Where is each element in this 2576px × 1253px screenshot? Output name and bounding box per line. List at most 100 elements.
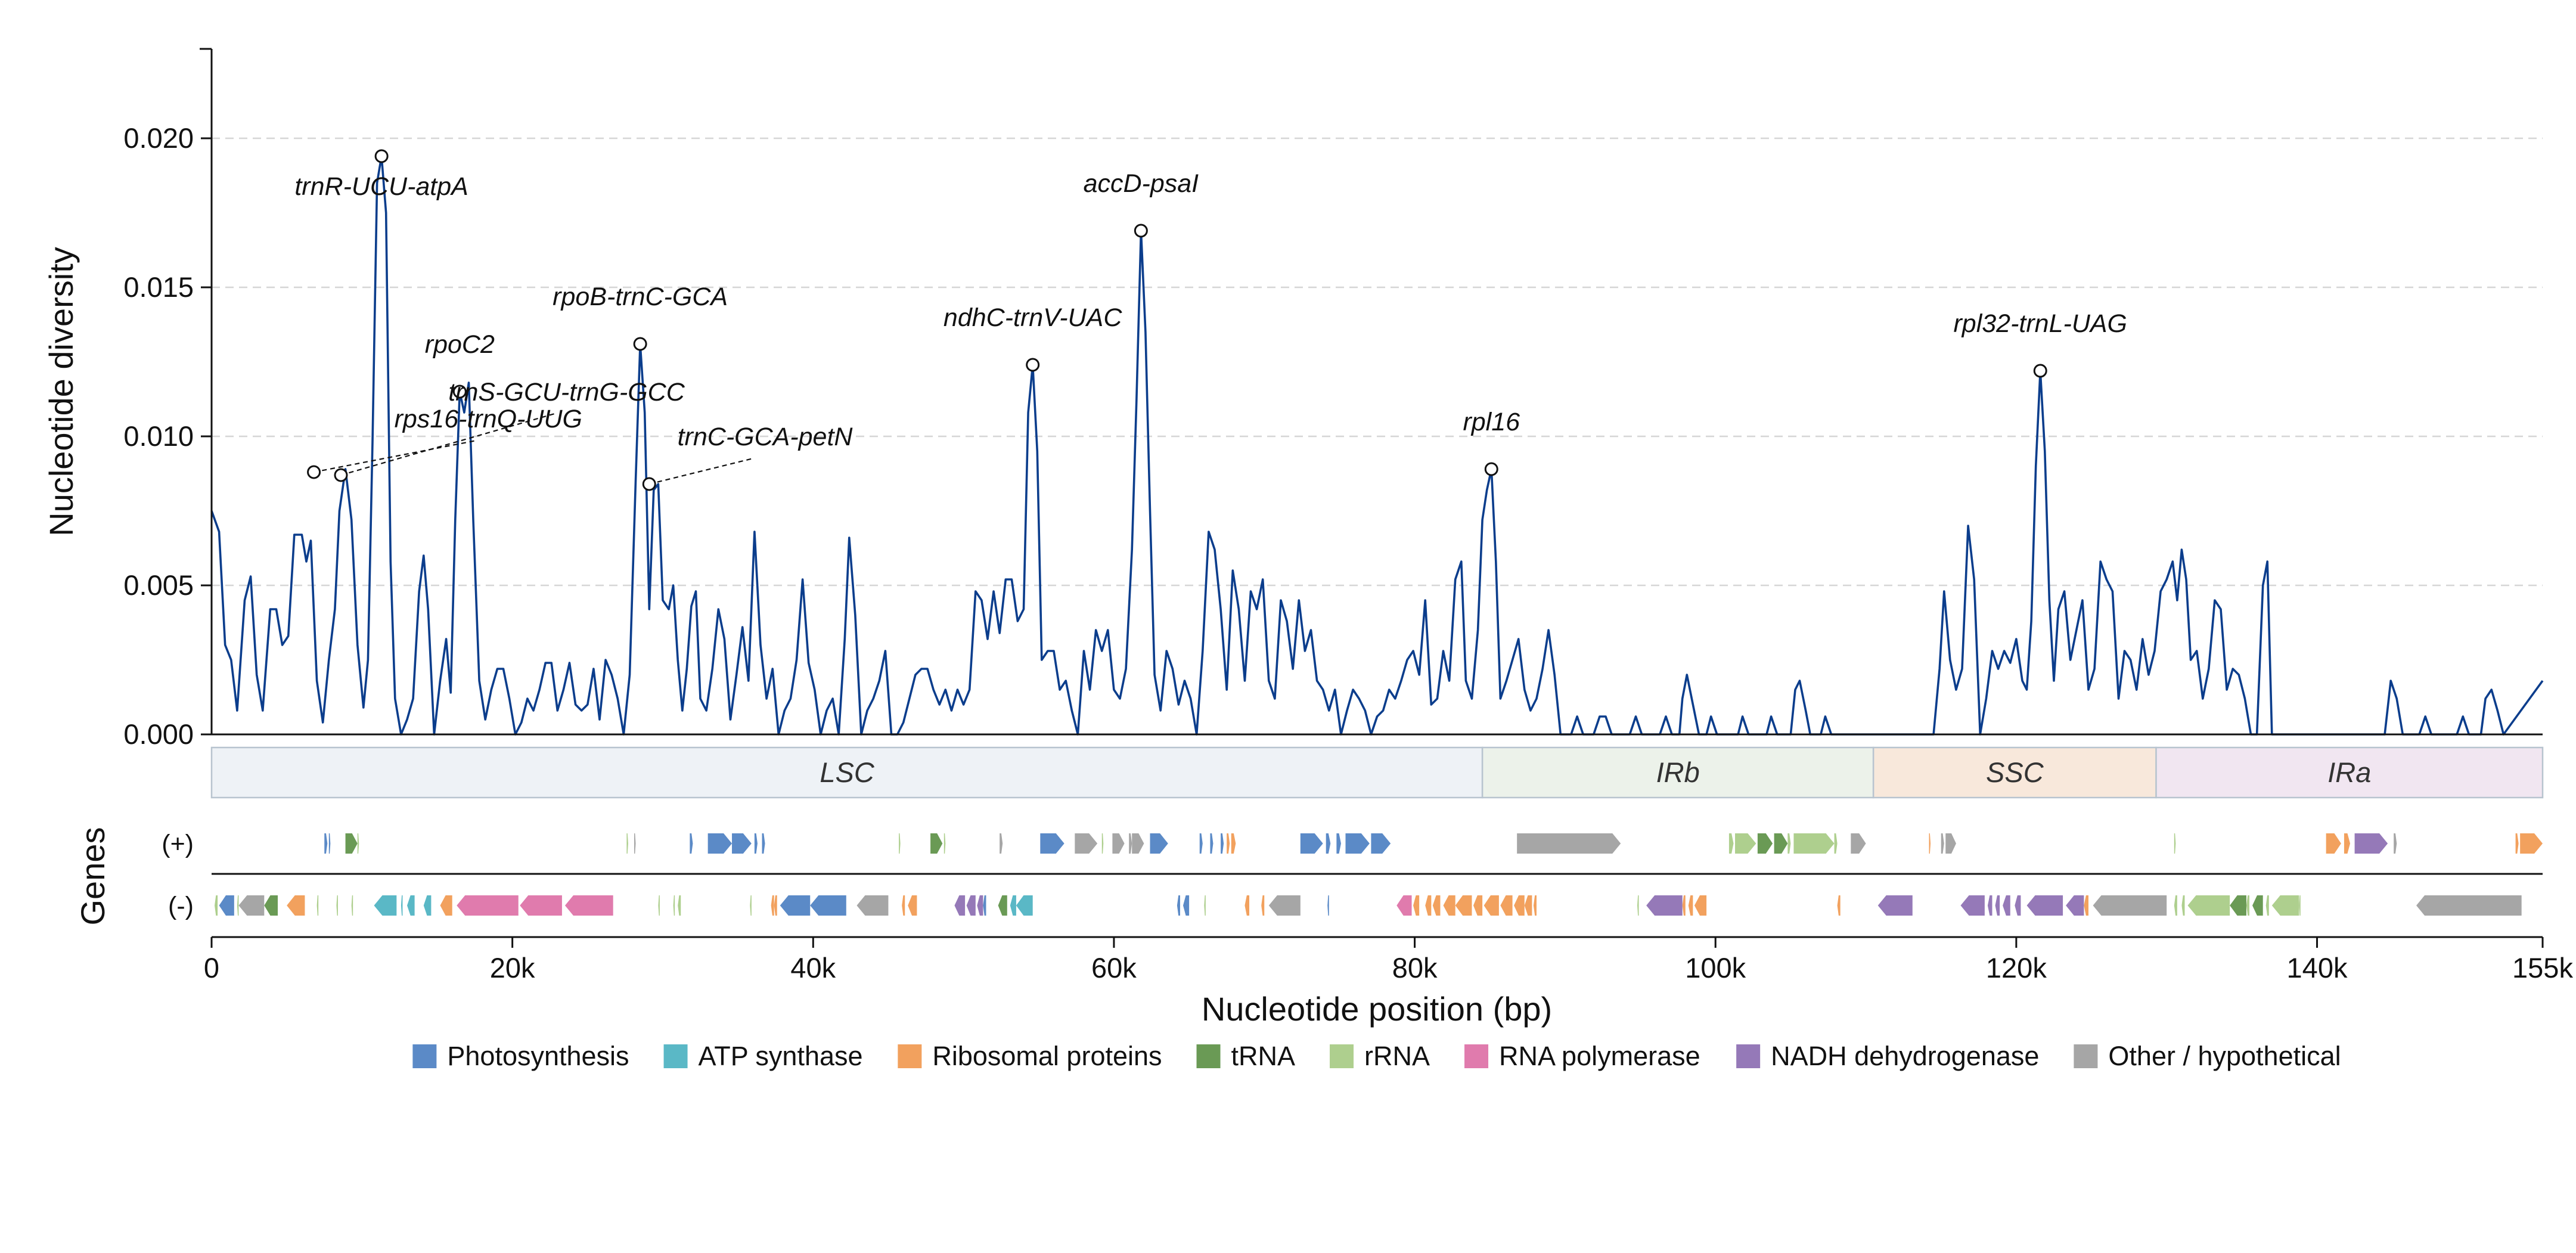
peak-marker xyxy=(1026,358,1040,372)
minus-gene xyxy=(983,895,986,916)
peak-marker xyxy=(334,468,348,482)
minus-gene xyxy=(2252,895,2263,916)
y-axis-title: Nucleotide diversity xyxy=(42,247,80,536)
region-label: IRa xyxy=(2327,756,2371,788)
minus-gene xyxy=(977,895,983,916)
plus-gene xyxy=(2354,833,2388,854)
plus-gene xyxy=(1793,833,1835,854)
gridlines xyxy=(212,137,2543,587)
x-tick-label: 60k xyxy=(1091,952,1137,984)
region-box xyxy=(1481,746,1874,799)
legend-swatch xyxy=(2074,1044,2098,1068)
minus-gene xyxy=(1877,895,1913,916)
minus-gene xyxy=(1010,895,1016,916)
plus-gene xyxy=(2174,833,2176,854)
peak-label: rpl32-trnL-UAG xyxy=(1953,309,2127,338)
y-tick-label: 0.010 xyxy=(123,420,194,452)
minus-gene xyxy=(1432,895,1441,916)
minus-gene xyxy=(1443,895,1455,916)
minus-gene xyxy=(1514,895,1525,916)
plus-gene xyxy=(899,833,901,854)
x-tick-label: 140k xyxy=(2287,952,2348,984)
minus-gene xyxy=(908,895,917,916)
minus-gene xyxy=(238,895,265,916)
plus-gene xyxy=(1735,833,1756,854)
minus-gene xyxy=(1473,895,1483,916)
plus-gene xyxy=(1300,833,1323,854)
plus-gene xyxy=(1221,833,1224,854)
plus-gene xyxy=(732,833,752,854)
minus-gene xyxy=(966,895,976,916)
x-ticks: 0 20k 40k 60k 80k 100k 120k 140k 155k xyxy=(204,937,2573,984)
minus-gene xyxy=(1413,895,1420,916)
plus-gene xyxy=(2394,833,2397,854)
diversity-line xyxy=(210,155,2544,736)
plus-gene xyxy=(2520,833,2543,854)
plus-gene xyxy=(1112,833,1125,854)
minus-gene xyxy=(1524,895,1532,916)
minus-gene xyxy=(440,895,452,916)
minus-gene xyxy=(316,895,319,916)
region-label: IRb xyxy=(1656,756,1700,788)
y-tick-label: 0.005 xyxy=(123,569,194,601)
minus-gene xyxy=(2187,895,2230,916)
minus-gene xyxy=(1177,895,1180,916)
plus-gene xyxy=(324,833,328,854)
region-label: LSC xyxy=(820,756,874,788)
x-tick-label: 155k xyxy=(2512,952,2573,984)
minus-gene xyxy=(1987,895,1992,916)
plus-gene xyxy=(1326,833,1331,854)
plus-gene xyxy=(1851,833,1866,854)
plus-gene xyxy=(690,833,693,854)
x-tick-label: 0 xyxy=(204,952,219,984)
peak-label: trnC-GCA-petN xyxy=(678,423,854,451)
minus-gene xyxy=(998,895,1007,916)
minus-strand-label: (-) xyxy=(168,892,194,920)
minus-gene xyxy=(780,895,811,916)
peak-label: ndhC-trnV-UAC xyxy=(944,303,1122,332)
minus-gene xyxy=(1327,895,1329,916)
minus-gene xyxy=(1637,895,1639,916)
legend-swatch xyxy=(412,1044,437,1068)
plus-gene xyxy=(357,833,359,854)
region-label: SSC xyxy=(1986,756,2044,788)
peak-label: rpoC2 xyxy=(425,330,495,359)
minus-gene xyxy=(564,895,613,916)
minus-gene xyxy=(774,895,777,916)
plus-gene xyxy=(1040,833,1064,854)
minus-gene xyxy=(2093,895,2167,916)
minus-gene xyxy=(1261,895,1265,916)
plus-gene xyxy=(1129,833,1132,854)
y-tick-label: 0.000 xyxy=(123,718,194,750)
minus-gene xyxy=(1396,895,1412,916)
minus-gene xyxy=(1682,895,1686,916)
peak-label: rps16-trnQ-UUG xyxy=(395,405,582,433)
minus-gene xyxy=(407,895,415,916)
minus-gene xyxy=(1995,895,2000,916)
annotation-leader xyxy=(340,413,555,476)
plus-gene xyxy=(1834,833,1838,854)
plus-gene xyxy=(1728,833,1734,854)
legend-label: rRNA xyxy=(1364,1041,1430,1071)
legend-label: ATP synthase xyxy=(699,1041,863,1071)
plus-gene xyxy=(328,833,331,854)
minus-gene xyxy=(423,895,432,916)
gene-track: Genes (+) (-) xyxy=(74,827,2543,938)
plus-gene xyxy=(944,833,946,854)
genome-regions: LSC IRb SSC IRa xyxy=(210,746,2544,799)
minus-gene xyxy=(810,895,846,916)
minus-gene xyxy=(1646,895,1683,916)
minus-gene xyxy=(1455,895,1472,916)
peak-marker xyxy=(1484,462,1498,476)
peak-annotations: trnR-UCU-atpA rps16-trnQ-UUG rpoC2 trnS-GCU… xyxy=(294,149,2127,491)
x-tick-label: 80k xyxy=(1392,952,1438,984)
plus-gene xyxy=(634,833,636,854)
legend-label: RNA polymerase xyxy=(1499,1041,1700,1071)
minus-gene xyxy=(1425,895,1432,916)
minus-gene xyxy=(2174,895,2177,916)
plus-gene xyxy=(626,833,628,854)
annotation-leader xyxy=(648,457,753,485)
peak-marker xyxy=(1134,224,1148,238)
minus-gene xyxy=(2066,895,2084,916)
minus-gene xyxy=(1960,895,1985,916)
